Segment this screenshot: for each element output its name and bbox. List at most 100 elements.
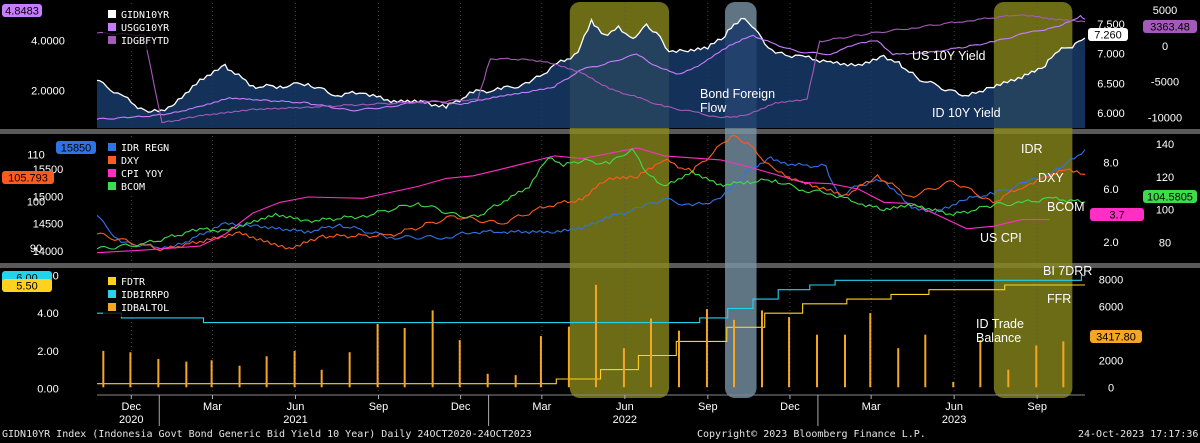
legend-top: GIDN10YR USGG10YR IDGBFYTD [103, 7, 185, 50]
value-badge: 4.8483 [2, 4, 42, 18]
value-badge: 7.260 [1088, 28, 1128, 42]
value-badge: 3417.80 [1090, 330, 1142, 344]
x-tick-label: Sep [369, 401, 389, 413]
series-line-idgbfytd [96, 14, 1086, 124]
annotation-balance: Balance [976, 331, 1021, 345]
value-badge-background [2, 4, 42, 17]
y-tick-label-right: 6000 [1099, 301, 1123, 313]
legend-swatch-idgbfytd [108, 36, 116, 44]
y-tick-label-left: 15000 [33, 191, 64, 203]
value-badge-text: 3363.48 [1150, 22, 1190, 34]
legend-swatch-fdtr [108, 277, 116, 285]
footer-copyright: Copyright© 2023 Bloomberg Finance L.P. [697, 429, 926, 440]
x-tick-label: Dec [122, 401, 142, 413]
y-tick-label-right: 8000 [1099, 274, 1123, 286]
annotation-dxy: DXY [1038, 171, 1064, 185]
x-year-label: 2021 [283, 414, 307, 426]
value-badge-background [1090, 208, 1144, 221]
y-tick-label-right2: 80 [1159, 237, 1171, 249]
y-tick-label-right: 6.000 [1097, 108, 1125, 120]
value-badge: 104.5805 [1143, 190, 1197, 204]
y-tick-label-left: 0.00 [37, 383, 58, 395]
annotation-us-10y-yield: US 10Y Yield [912, 49, 985, 63]
y-tick-label-left: 4.00 [37, 308, 58, 320]
value-badge-text: 4.8483 [5, 6, 39, 18]
y-tick-label-left2: 100 [27, 196, 45, 208]
value-badge-background [1090, 330, 1142, 343]
series-line-bcom [96, 147, 1086, 250]
y-tick-label-right: 2000 [1099, 355, 1123, 367]
series-line-cpi-yoy [96, 147, 1050, 254]
x-tick-label: Mar [862, 401, 881, 413]
legend-label-idgbfytd: IDGBFYTD [121, 36, 169, 47]
value-badge-background [1143, 190, 1197, 203]
value-badge-background [56, 141, 96, 154]
x-tick-label: Jun [945, 401, 963, 413]
series-area-gidn10yr [97, 18, 1085, 128]
value-badge-text: 3.7 [1109, 210, 1124, 222]
series-line-idbirrpo [97, 275, 1085, 324]
x-tick-label: Jun [287, 401, 305, 413]
legend-label-gidn10yr: GIDN10YR [121, 10, 170, 21]
annotation-bond-foreign: Bond Foreign [700, 87, 775, 101]
series-line-idr-regn [96, 149, 1086, 250]
x-year-label: 2023 [942, 414, 966, 426]
legend-background [103, 7, 185, 50]
footer: GIDN10YR Index (Indonesia Govt Bond Gene… [0, 427, 1200, 443]
value-badge-text: 3417.80 [1096, 332, 1136, 344]
value-badge-text: 15850 [61, 143, 92, 155]
y-tick-label-left2: 90 [30, 243, 42, 255]
y-tick-label-left: 2.00 [37, 346, 58, 358]
legend-swatch-dxy [108, 156, 116, 164]
y-tick-label-right2: 140 [1156, 139, 1174, 151]
legend-bottom: FDTR IDBIRRPO IDBALTOL [103, 274, 185, 317]
legend-label-cpi-yoy: CPI YOY [121, 169, 163, 180]
legend-label-bcom: BCOM [121, 182, 145, 193]
y-tick-label-right2: 0 [1162, 41, 1168, 53]
series-line-fdtr [97, 284, 1085, 385]
x-tick-label: Mar [203, 401, 222, 413]
annotation-flow: Flow [700, 101, 727, 115]
value-badge-text: 104.5805 [1147, 192, 1193, 204]
value-badge-background [2, 171, 54, 184]
y-tick-label-left: 2.0000 [31, 86, 65, 98]
legend-label-dxy: DXY [121, 156, 139, 167]
x-year-label: 2022 [613, 414, 637, 426]
legend-swatch-bcom [108, 182, 116, 190]
legend-swatch-idr-regn [108, 143, 116, 151]
y-tick-label-right: 2.0 [1103, 237, 1118, 249]
value-badge: 105.793 [2, 171, 54, 185]
footer-timestamp: 24-Oct-2023 17:17:36 [1078, 429, 1199, 440]
value-badge-text: 5.50 [16, 281, 37, 293]
y-tick-label-right2: 5000 [1153, 5, 1177, 17]
legend-swatch-cpi-yoy [108, 169, 116, 177]
y-tick-label-right: 7.000 [1097, 49, 1125, 61]
series-line-gidn10yr [96, 17, 1086, 113]
y-tick-label-right: 7.500 [1097, 19, 1125, 31]
value-badge-text: 7.260 [1094, 30, 1122, 42]
value-badge: 5.50 [2, 279, 52, 293]
legend-swatch-idbaltol [108, 303, 116, 311]
annotation-idr: IDR [1021, 142, 1043, 156]
series-line-dxy [96, 135, 1086, 252]
annotation-id-10y-yield: ID 10Y Yield [932, 106, 1001, 120]
x-tick-label: Jun [616, 401, 634, 413]
y-tick-label-right2: 120 [1156, 172, 1174, 184]
x-year-label: 2020 [119, 414, 143, 426]
value-badge-text: 105.793 [8, 173, 48, 185]
footer-security-description: GIDN10YR Index (Indonesia Govt Bond Gene… [2, 429, 532, 440]
chart-svg: 2.00004.00006.0006.5007.0007.500-10000-5… [0, 0, 1200, 427]
x-tick-label: Sep [1027, 401, 1047, 413]
y-tick-label-right2: 100 [1156, 205, 1174, 217]
legend-swatch-usgg10yr [108, 23, 116, 31]
annotation-bi-7drr: BI 7DRR [1043, 264, 1092, 278]
value-badge: 3363.48 [1143, 20, 1197, 34]
value-badge-background [1088, 28, 1128, 41]
x-tick-label: Mar [532, 401, 551, 413]
value-badge-background [2, 279, 52, 292]
legend-mid: IDR REGN DXY CPI YOY BCOM [103, 140, 185, 196]
legend-label-idbaltol: IDBALTOL [121, 303, 169, 314]
legend-label-fdtr: FDTR [121, 277, 146, 288]
y-tick-label-right2: -10000 [1148, 112, 1182, 124]
y-tick-label-right: 6.0 [1103, 184, 1118, 196]
